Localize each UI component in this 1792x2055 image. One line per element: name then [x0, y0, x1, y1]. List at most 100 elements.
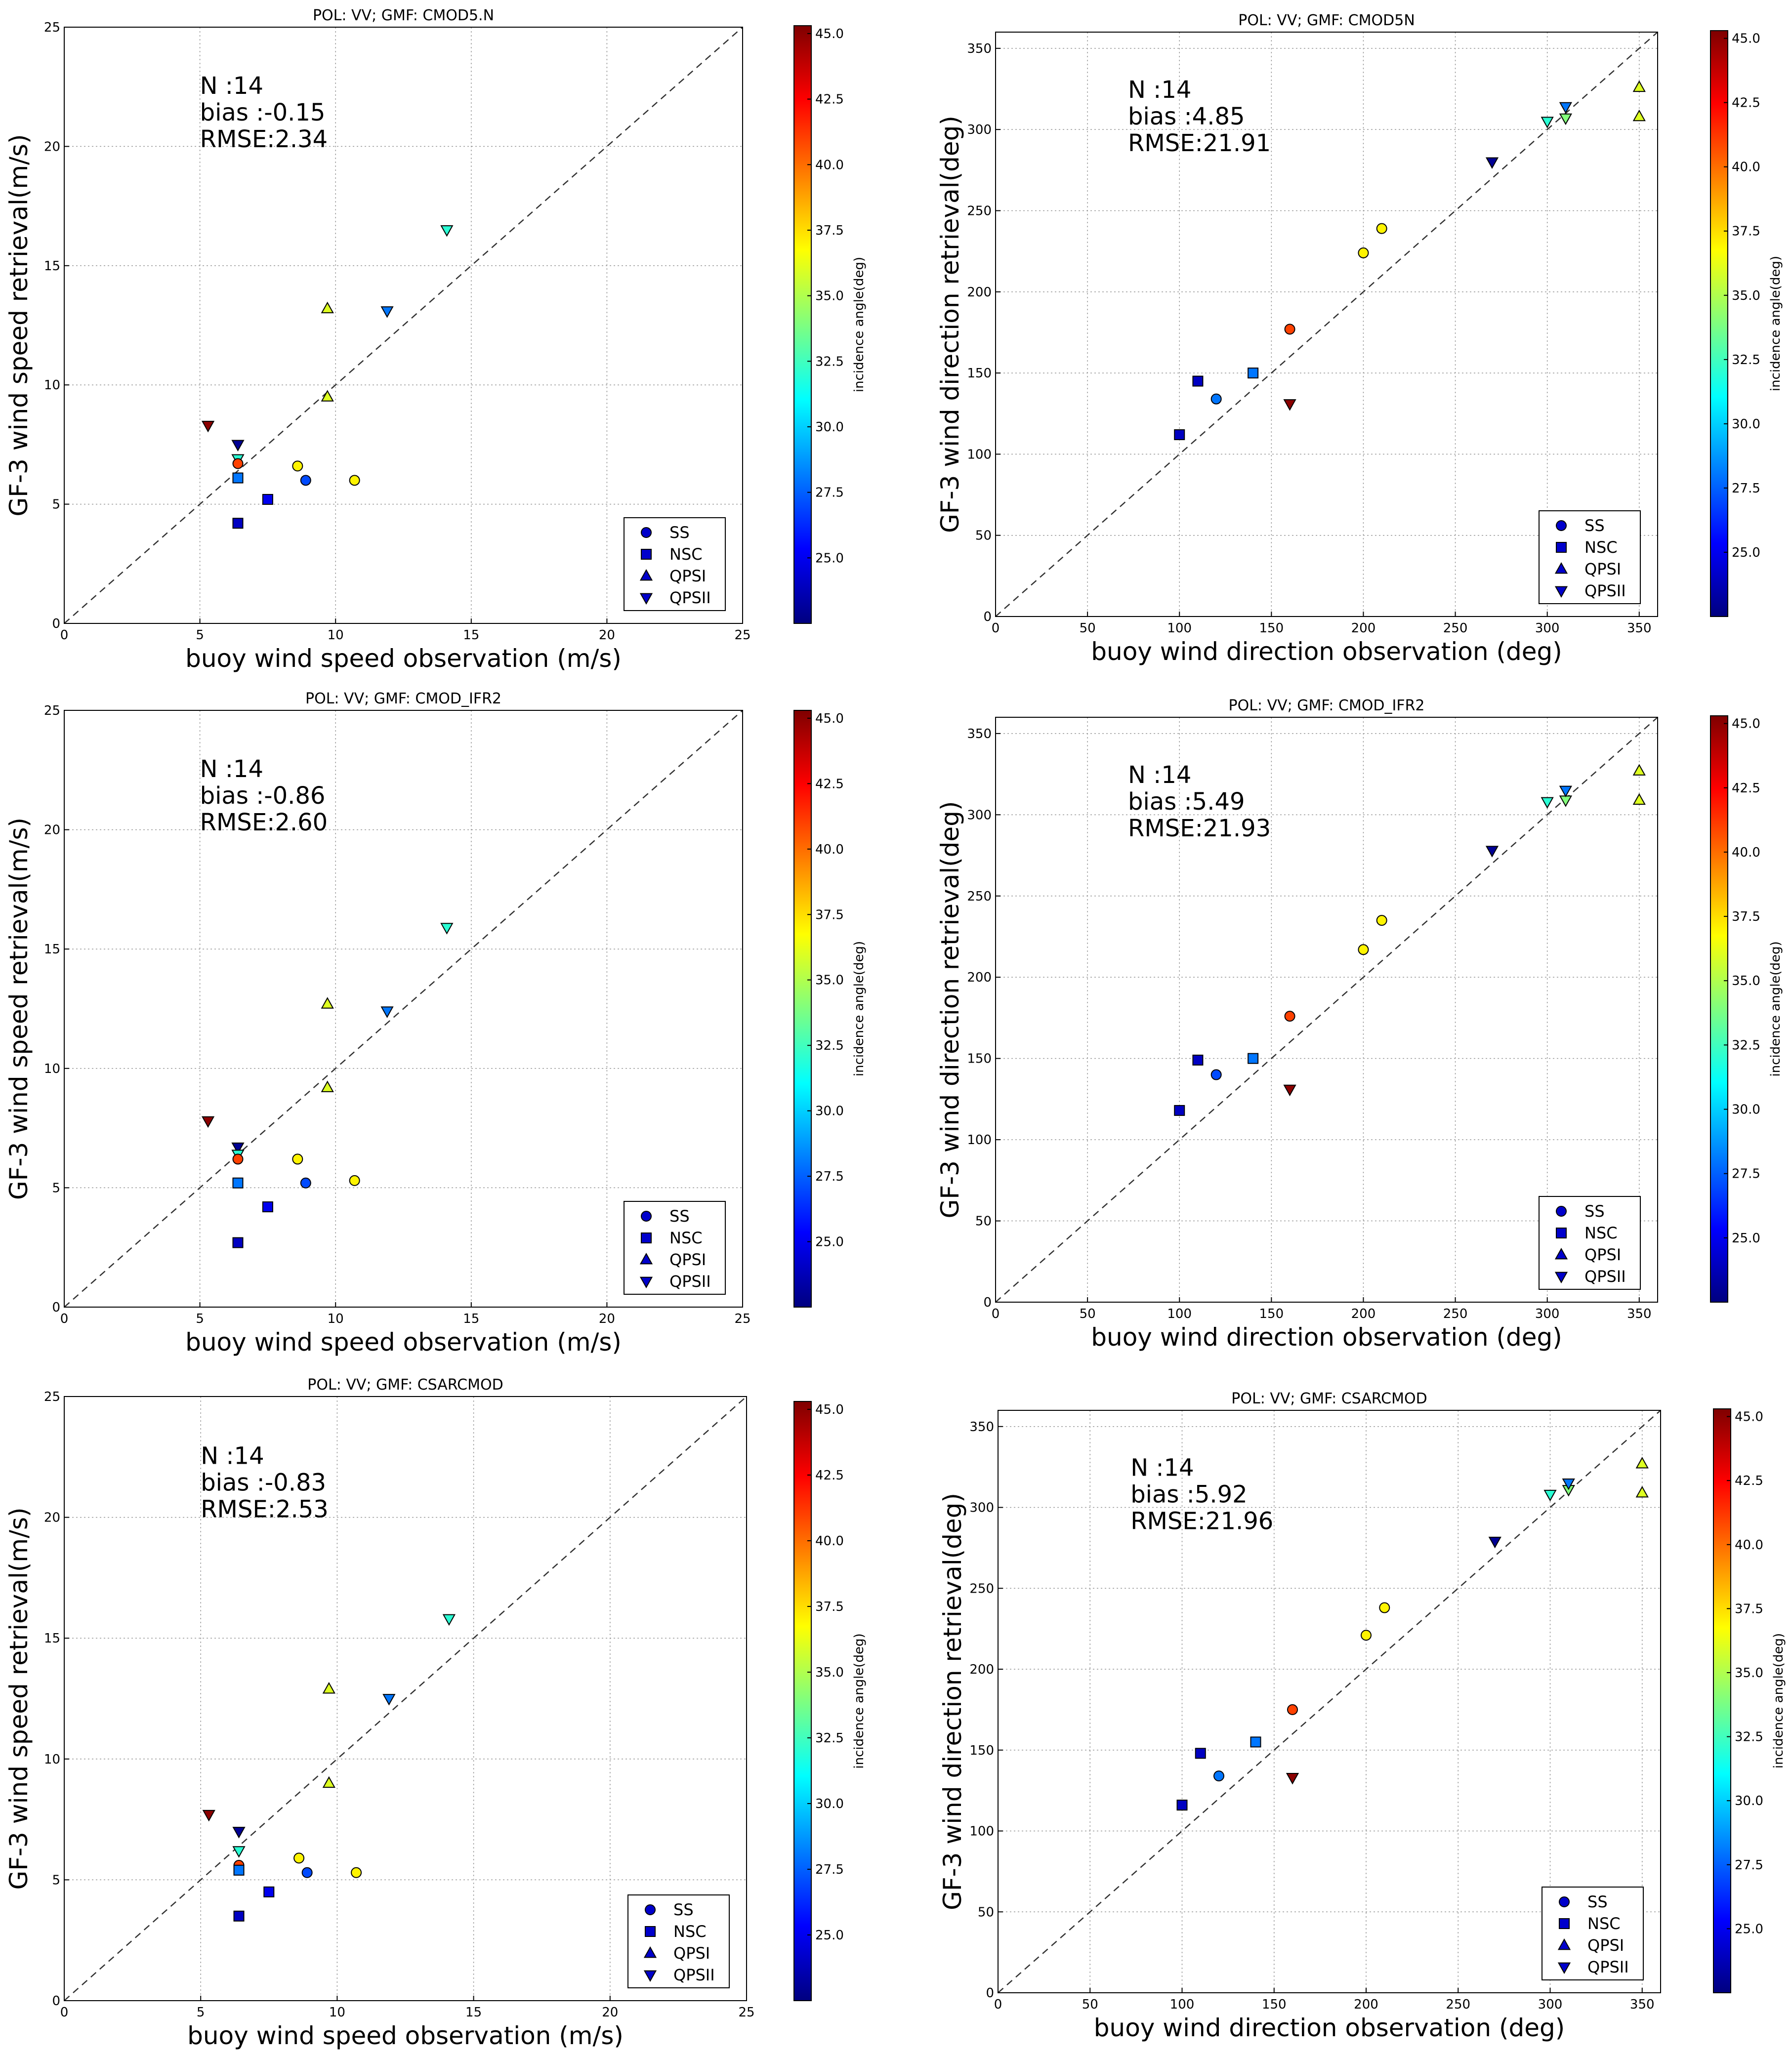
y-axis-label: GF-3 wind speed retrieval(m/s) [4, 134, 33, 516]
x-axis-label: buoy wind direction observation (deg) [1094, 2014, 1565, 2042]
x-tick-label: 350 [1630, 1997, 1655, 2012]
y-tick-label: 300 [967, 808, 992, 822]
x-tick-label: 150 [1262, 1997, 1287, 2012]
colorbar-tick-label: 32.5 [815, 1038, 844, 1053]
colorbar-tick-label: 40.0 [1732, 845, 1760, 860]
y-tick-label: 0 [52, 1300, 60, 1315]
legend-label: NSC [673, 1922, 707, 1941]
data-point-circle [1284, 324, 1295, 335]
stats-annotation: N :14 [200, 72, 263, 100]
data-point-triangle-down [1559, 102, 1572, 114]
colorbar-tick-label: 40.0 [815, 1534, 844, 1549]
data-point-triangle-up [321, 301, 334, 314]
y-tick-label: 300 [969, 1501, 994, 1516]
data-point-square [232, 518, 244, 529]
legend-label: NSC [1584, 1224, 1618, 1242]
data-point-circle [351, 1867, 362, 1878]
x-tick-label: 20 [599, 1312, 615, 1326]
stats-annotation: RMSE:21.96 [1130, 1508, 1273, 1535]
colorbar-tick-label: 30.0 [815, 1104, 844, 1119]
axes-frame [64, 1396, 747, 2001]
legend-label: SS [669, 523, 690, 542]
data-point-square [232, 472, 244, 484]
x-axis-label: buoy wind speed observation (m/s) [187, 2021, 624, 2050]
y-tick-label: 20 [44, 139, 60, 154]
colorbar-tick-label: 27.5 [1735, 1858, 1763, 1873]
data-point-triangle-down [1283, 1084, 1296, 1097]
legend-marker-circle [1559, 1896, 1570, 1907]
legend-marker-triangle-up [1557, 1938, 1571, 1950]
colorbar-tick-label: 30.0 [815, 420, 844, 435]
colorbar-tick-label: 37.5 [1732, 909, 1760, 924]
legend-marker-square [641, 1233, 652, 1243]
legend-label: NSC [1587, 1914, 1621, 1933]
x-tick-label: 150 [1259, 1307, 1284, 1321]
data-point-square [263, 1886, 275, 1897]
x-tick-label: 0 [60, 1312, 69, 1326]
data-point-triangle-up [1632, 793, 1646, 805]
data-point-triangle-down [1485, 846, 1499, 858]
x-tick-label: 100 [1167, 621, 1192, 636]
legend-marker-triangle-down [1554, 1272, 1568, 1284]
colorbar-tick-label: 42.5 [815, 777, 844, 791]
data-point-triangle-up [321, 1080, 334, 1092]
y-tick-label: 300 [967, 123, 992, 137]
colorbar-tick-label: 42.5 [1732, 96, 1760, 111]
data-point-circle [1358, 247, 1369, 258]
colorbar-tick-label: 37.5 [815, 1600, 844, 1614]
x-tick-label: 250 [1443, 1307, 1468, 1321]
legend-marker-square [1556, 1228, 1567, 1238]
x-tick-label: 200 [1351, 621, 1376, 636]
data-point-triangle-down [442, 1614, 456, 1626]
y-tick-label: 20 [44, 1511, 60, 1525]
legend-label: SS [1584, 516, 1605, 535]
colorbar-tick-label: 25.0 [1732, 545, 1760, 560]
axes-frame [995, 32, 1658, 617]
data-point-triangle-down [1559, 113, 1572, 125]
colorbar-tick-label: 37.5 [1735, 1602, 1763, 1616]
x-tick-label: 50 [1080, 1307, 1096, 1321]
colorbar-tick-label: 32.5 [815, 1731, 844, 1746]
x-tick-label: 50 [1082, 1997, 1098, 2012]
colorbar [793, 710, 812, 1308]
y-tick-label: 0 [986, 1986, 994, 2001]
colorbar-tick-label: 40.0 [1735, 1538, 1763, 1553]
colorbar-tick-label: 35.0 [1735, 1666, 1763, 1681]
colorbar-tick-label: 40.0 [1732, 160, 1760, 175]
x-axis-label: buoy wind direction observation (deg) [1091, 637, 1562, 666]
y-tick-label: 250 [967, 889, 992, 904]
x-tick-label: 300 [1538, 1997, 1563, 2012]
data-point-square [1176, 1800, 1188, 1811]
x-tick-label: 25 [734, 628, 750, 643]
legend-label: QPSII [669, 1272, 711, 1291]
stats-annotation: N :14 [1130, 1454, 1194, 1482]
data-point-square [262, 493, 273, 505]
x-tick-label: 10 [329, 2005, 345, 2020]
y-tick-label: 0 [52, 616, 60, 631]
data-point-circle [1287, 1704, 1298, 1715]
x-tick-label: 350 [1627, 621, 1652, 636]
legend-label: NSC [669, 1229, 703, 1247]
data-point-circle [293, 1852, 305, 1864]
x-tick-label: 10 [328, 628, 344, 643]
chart-panel: 0 50 100 150 200 250 300 350 0 50 100 150 200 250 300 3… [936, 697, 1783, 1352]
data-point-circle [1210, 1069, 1222, 1080]
colorbar-tick-label: 30.0 [1732, 1103, 1760, 1117]
colorbar [1713, 1408, 1731, 1993]
colorbar-label: incidence angle(deg) [1771, 1633, 1786, 1768]
x-tick-label: 20 [602, 2005, 618, 2020]
x-tick-label: 15 [465, 2005, 482, 2020]
data-point-triangle-down [440, 225, 454, 237]
legend-label: QPSII [1587, 1958, 1629, 1976]
colorbar-tick-label: 27.5 [1732, 1167, 1760, 1182]
y-tick-label: 200 [967, 970, 992, 985]
data-point-triangle-down [201, 1116, 215, 1128]
colorbar-tick-label: 25.0 [1732, 1231, 1760, 1246]
stats-annotation: RMSE:21.93 [1128, 815, 1271, 842]
data-point-square [233, 1910, 245, 1922]
y-tick-label: 250 [969, 1581, 994, 1596]
x-tick-label: 0 [992, 1307, 1000, 1321]
legend-marker-triangle-up [639, 1252, 653, 1265]
data-point-square [1174, 429, 1185, 440]
colorbar-tick-label: 42.5 [815, 92, 844, 107]
